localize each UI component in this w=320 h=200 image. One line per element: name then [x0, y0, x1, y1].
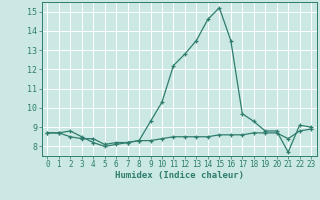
- X-axis label: Humidex (Indice chaleur): Humidex (Indice chaleur): [115, 171, 244, 180]
